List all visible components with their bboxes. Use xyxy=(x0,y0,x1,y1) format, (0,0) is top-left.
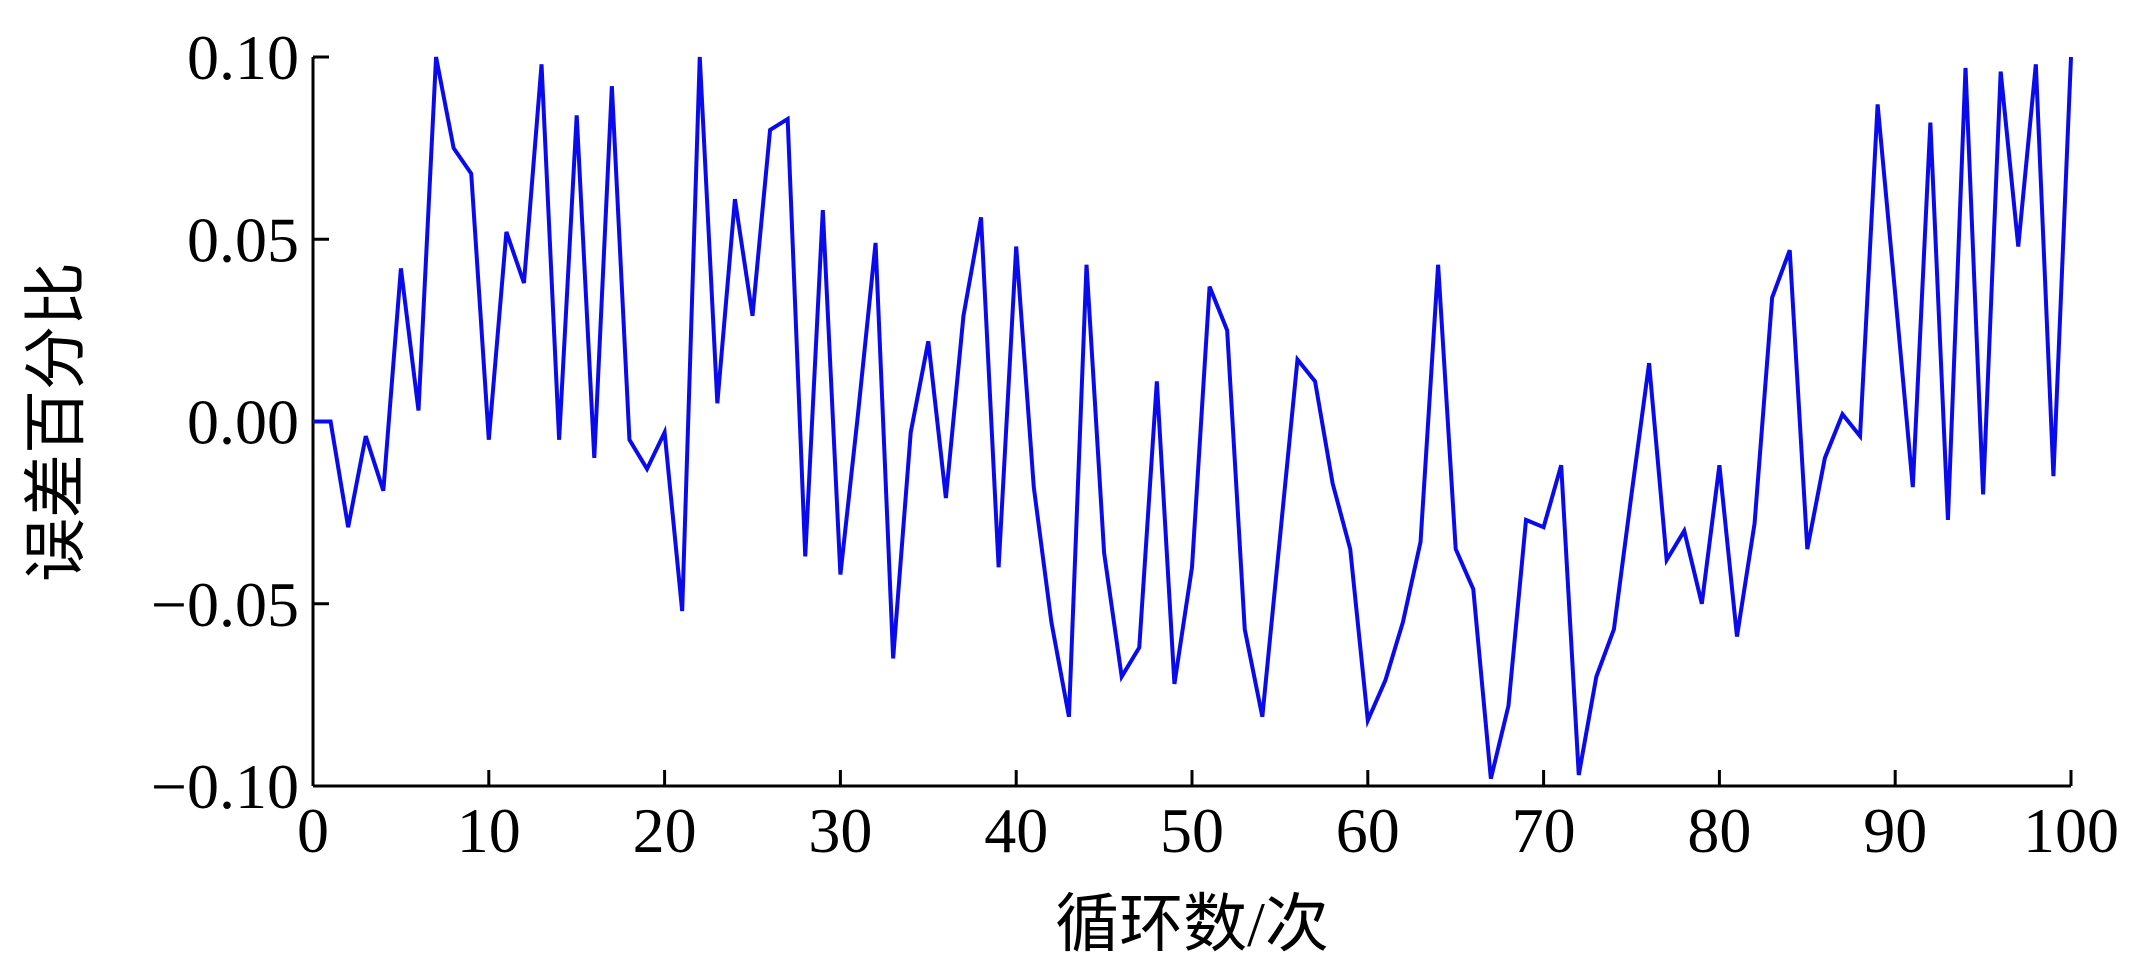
y-tick-label: 0.00 xyxy=(187,387,299,458)
y-axis-label: 误差百分比 xyxy=(21,262,92,582)
y-tick-label: −0.10 xyxy=(151,751,299,822)
y-tick-label: 0.05 xyxy=(187,204,299,275)
x-tick-label: 50 xyxy=(1160,795,1224,866)
x-tick-label: 10 xyxy=(457,795,521,866)
data-line xyxy=(313,56,2073,780)
x-tick-label: 90 xyxy=(1863,795,1927,866)
y-tick-label: 0.10 xyxy=(187,22,299,93)
y-tick-label: −0.05 xyxy=(151,569,299,640)
x-axis-label: 循环数/次 xyxy=(1055,889,1329,960)
x-tick-label: 30 xyxy=(808,795,872,866)
x-tick-label: 70 xyxy=(1512,795,1576,866)
x-tick-label: 100 xyxy=(2023,795,2119,866)
x-tick-label: 60 xyxy=(1336,795,1400,866)
x-tick-label: 0 xyxy=(297,795,329,866)
x-tick-label: 80 xyxy=(1687,795,1751,866)
x-tick-label: 20 xyxy=(633,795,697,866)
x-tick-label: 40 xyxy=(984,795,1048,866)
